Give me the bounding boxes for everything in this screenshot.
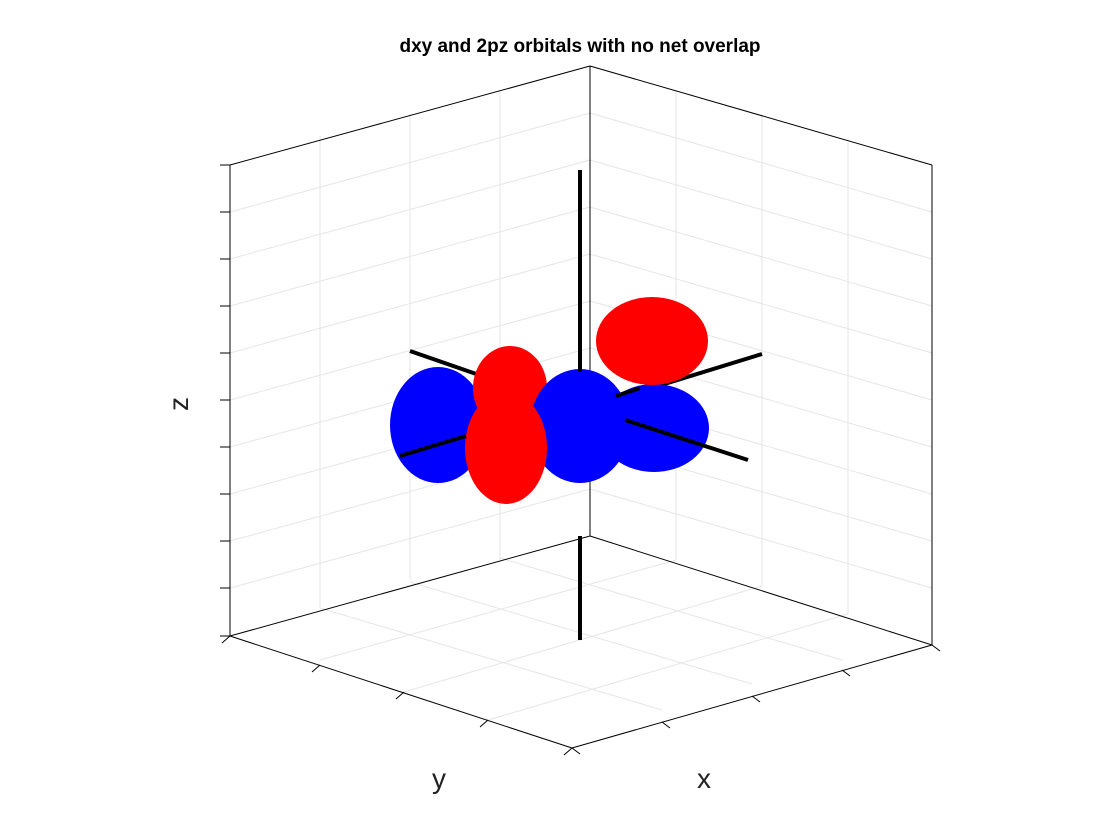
x-axis-line-front	[624, 418, 749, 462]
dxy-lobe-blue-left	[390, 367, 486, 483]
tick-marks	[220, 164, 941, 756]
z-axis-label: z	[163, 397, 194, 411]
dxy-lobe-blue-center	[530, 369, 630, 483]
y-axis-label: y	[432, 763, 446, 794]
axis-lines-front	[399, 170, 749, 640]
y-axis-line-front	[399, 434, 467, 458]
x-axis-label: x	[697, 763, 711, 794]
figure-title: dxy and 2pz orbitals with no net overlap	[399, 36, 760, 57]
dxy-lobe-red-right	[596, 297, 708, 385]
x-axis-line-mid	[615, 386, 641, 398]
2pz-lobe-red-bottom	[465, 392, 547, 504]
